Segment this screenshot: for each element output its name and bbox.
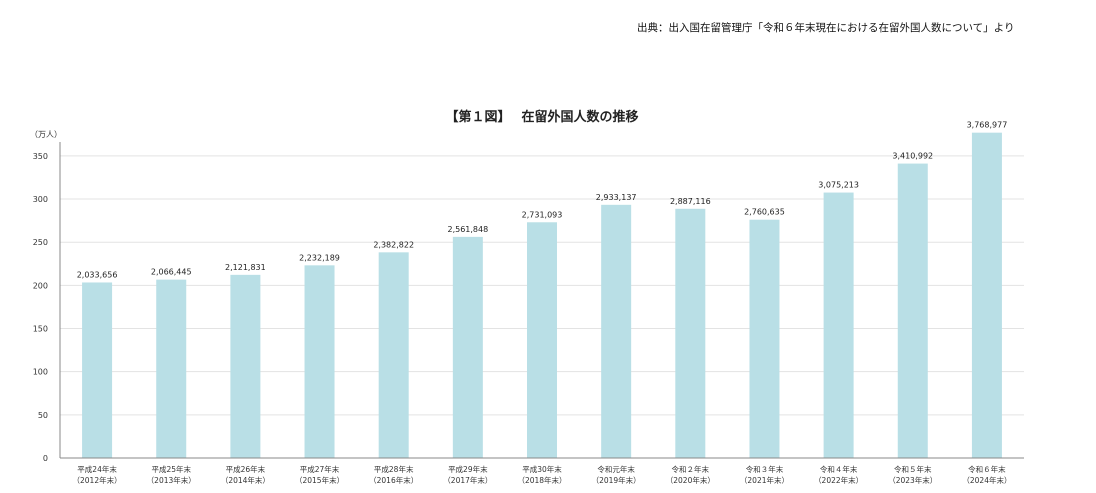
y-tick-label: 100 [33, 368, 48, 377]
y-tick-label: 150 [33, 325, 48, 334]
bar [156, 279, 187, 458]
data-label: 2,887,116 [670, 197, 711, 206]
category-label: 平成24年末 [77, 464, 117, 474]
bar [823, 192, 854, 459]
chart-title: 【第１図】 在留外国人数の推移 [445, 109, 638, 125]
category-year-label: （2022年末） [814, 475, 863, 485]
y-axis-ticks: 0 50 100 150 200 250 300 350 [33, 152, 48, 463]
data-label: 3,410,992 [892, 152, 933, 161]
category-label: 令和４年末 [820, 464, 858, 474]
data-label: 2,121,831 [225, 263, 266, 272]
category-label: 令和元年末 [597, 464, 635, 474]
bar [304, 265, 335, 458]
data-label: 2,731,093 [522, 210, 563, 219]
data-label: 2,232,189 [299, 253, 340, 262]
data-label: 2,066,445 [151, 268, 192, 277]
data-label: 2,382,822 [373, 240, 414, 249]
y-tick-label: 250 [33, 238, 48, 247]
category-year-label: （2024年末） [962, 475, 1011, 485]
y-tick-label: 50 [38, 411, 48, 420]
bar [230, 274, 261, 458]
category-year-label: （2017年末） [443, 475, 492, 485]
bar [452, 236, 483, 458]
category-year-label: （2016年末） [369, 475, 418, 485]
bar [82, 282, 113, 458]
category-label: 平成29年末 [448, 464, 488, 474]
data-label: 3,768,977 [967, 121, 1008, 130]
category-label: 令和２年末 [672, 464, 710, 474]
bar [971, 132, 1002, 458]
x-axis-categories: 平成24年末（2012年末） 平成25年末（2013年末） 平成26年末（2014年… [73, 464, 1012, 485]
category-label: 平成30年末 [522, 464, 562, 474]
category-label: 平成25年末 [151, 464, 191, 474]
category-year-label: （2019年末） [592, 475, 641, 485]
category-label: 平成26年末 [226, 464, 266, 474]
category-label: 令和６年末 [968, 464, 1006, 474]
category-year-label: （2023年末） [888, 475, 937, 485]
category-label: 平成28年末 [374, 464, 414, 474]
category-year-label: （2013年末） [147, 475, 196, 485]
data-label: 2,760,635 [744, 208, 785, 217]
data-label: 3,075,213 [818, 181, 859, 190]
data-label: 2,561,848 [447, 225, 488, 234]
source-note: 出典：出入国在留管理庁「令和６年末現在における在留外国人数について」より [637, 22, 1015, 34]
category-year-label: （2021年末） [740, 475, 789, 485]
y-tick-label: 350 [33, 152, 48, 161]
data-label: 2,033,656 [77, 270, 118, 279]
bar [527, 222, 557, 458]
category-year-label: （2015年末） [295, 475, 344, 485]
category-label: 令和５年末 [894, 464, 932, 474]
category-year-label: （2014年末） [221, 475, 270, 485]
data-label: 2,933,137 [596, 193, 637, 202]
y-axis-unit: （万人） [30, 130, 62, 139]
bar [675, 208, 706, 458]
category-year-label: （2020年末） [666, 475, 715, 485]
category-label: 平成27年末 [300, 464, 340, 474]
bar [601, 204, 632, 458]
bar [378, 252, 409, 458]
y-tick-label: 200 [33, 281, 48, 290]
data-labels: 2,033,656 2,066,445 2,121,831 2,232,189 2,38… [77, 121, 1008, 280]
bars [82, 132, 1002, 459]
category-year-label: （2018年末） [517, 475, 566, 485]
bar [749, 219, 780, 458]
bar [897, 163, 928, 459]
category-label: 令和３年末 [746, 464, 784, 474]
y-tick-label: 300 [33, 195, 48, 204]
y-tick-label: 0 [43, 454, 48, 463]
category-year-label: （2012年末） [73, 475, 122, 485]
